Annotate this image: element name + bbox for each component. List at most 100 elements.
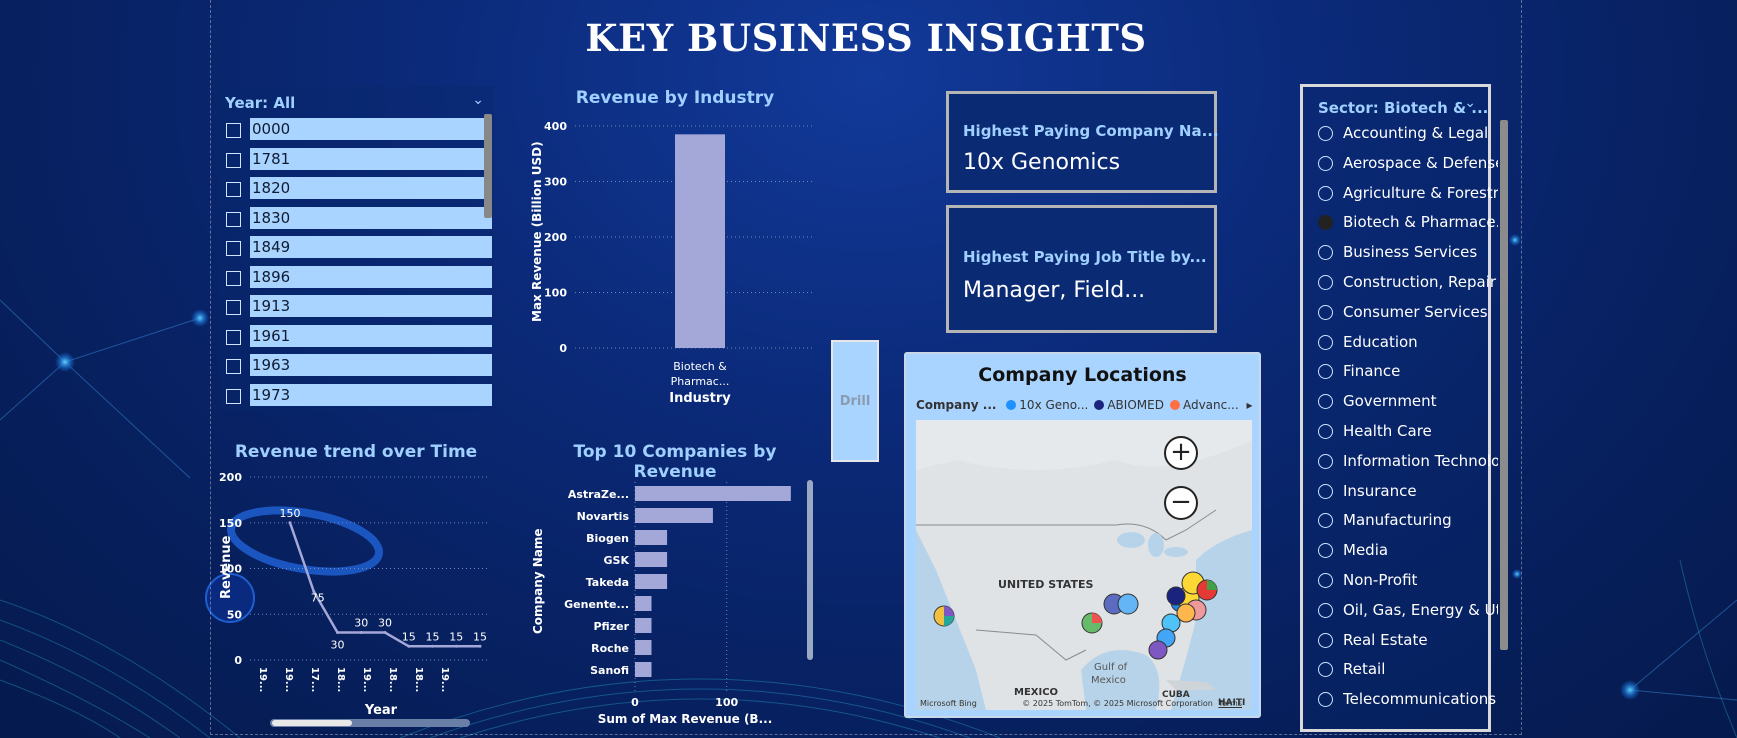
x-tick-label: 19... [361, 667, 372, 692]
trend-point[interactable] [359, 631, 363, 635]
company-bar[interactable] [635, 552, 668, 567]
y-tick-label: 400 [544, 120, 567, 133]
checkbox[interactable] [226, 152, 241, 168]
radio-button[interactable] [1318, 543, 1333, 559]
radio-button[interactable] [1318, 364, 1333, 380]
top10-title: Top 10 Companies by Revenue [573, 442, 777, 482]
radio-button[interactable] [1318, 334, 1333, 350]
map-terms-link[interactable]: Terms [1218, 699, 1242, 708]
radio-button[interactable] [1318, 632, 1333, 648]
trend-point[interactable] [288, 521, 292, 525]
sector-option-label: Aerospace & Defense [1343, 153, 1498, 172]
year-option[interactable]: 0000 [226, 118, 492, 142]
radio-button[interactable] [1318, 573, 1333, 588]
year-option[interactable]: 1963 [226, 354, 492, 378]
radio-button[interactable] [1318, 662, 1333, 678]
radio-button[interactable] [1318, 692, 1333, 708]
radio-button[interactable] [1318, 126, 1333, 141]
map-viewport[interactable]: UNITED STATES MEXICO Gulf of Mexico CUBA… [916, 420, 1252, 710]
radio-button[interactable] [1318, 155, 1333, 171]
company-bar[interactable] [635, 574, 668, 589]
x-tick-label: 18... [387, 667, 398, 692]
horizontal-scrollbar-thumb[interactable] [272, 720, 352, 726]
sector-option-label: Finance [1343, 362, 1401, 381]
industry-bar[interactable] [675, 134, 725, 348]
card-value: 10x Genomics [963, 150, 1121, 175]
checkbox[interactable] [226, 182, 241, 197]
radio-button[interactable] [1318, 602, 1333, 618]
company-bar[interactable] [635, 662, 652, 677]
bing-logo: Microsoft Bing [920, 699, 977, 708]
trend-point[interactable] [431, 644, 434, 648]
year-slicer-scrollbar[interactable] [484, 114, 492, 218]
company-bar[interactable] [635, 486, 791, 501]
highest-paying-company-card: Highest Paying Company Na... 10x Genomic… [946, 91, 1219, 193]
year-option-label: 1961 [250, 324, 492, 347]
sector-slicer-scrollbar[interactable] [1500, 120, 1508, 650]
company-label: Genente... [564, 598, 629, 611]
radio-button[interactable] [1318, 394, 1333, 410]
map-title: Company Locations [978, 364, 1187, 386]
drill-button[interactable]: Drill [831, 340, 879, 462]
checkbox[interactable] [226, 359, 241, 374]
radio-button[interactable] [1318, 453, 1333, 469]
y-tick-label: 200 [544, 231, 567, 244]
checkbox[interactable] [226, 241, 241, 256]
revenue-trend-chart: Revenue 200 150 100 50 0 150 75 30 30 30 15 15 15 15… [219, 471, 490, 727]
zoom-in-button[interactable]: + [1164, 436, 1198, 470]
year-option[interactable]: 1781 [226, 147, 492, 172]
company-bar[interactable] [635, 596, 652, 611]
company-bar[interactable] [635, 508, 713, 523]
y-axis-label: Company Name [531, 528, 545, 634]
year-option[interactable]: 1961 [226, 324, 492, 349]
y-tick-label: 0 [234, 654, 242, 667]
radio-button[interactable] [1318, 275, 1333, 290]
data-label: 30 [331, 639, 345, 652]
x-tick-label: 17... [309, 667, 320, 692]
checkbox[interactable] [226, 388, 241, 404]
year-option[interactable]: 1820 [226, 177, 492, 201]
x-tick-label: 100 [715, 696, 738, 709]
year-option[interactable]: 1973 [226, 383, 492, 408]
legend-dot [1006, 400, 1017, 410]
location-bubbles[interactable] [933, 571, 1218, 660]
checkbox[interactable] [226, 123, 241, 138]
radio-button[interactable] [1318, 185, 1333, 201]
x-tick-label: 19... [257, 667, 268, 692]
sector-slicer-header[interactable]: Sector: Biotech & ... [1318, 99, 1489, 117]
vertical-scrollbar[interactable] [807, 480, 813, 660]
y-tick-label: 100 [544, 287, 567, 300]
chevron-down-icon[interactable]: ⌄ [472, 92, 484, 108]
radio-button[interactable] [1318, 483, 1333, 499]
company-bar[interactable] [635, 618, 652, 633]
revenue-by-industry-title: Revenue by Industry [575, 88, 775, 108]
radio-button[interactable] [1318, 513, 1333, 529]
checkbox[interactable] [226, 329, 241, 345]
company-bar[interactable] [635, 640, 652, 655]
trend-point[interactable] [478, 644, 482, 648]
sector-option-label: Health Care [1343, 422, 1432, 440]
legend-label: Company ... [916, 398, 997, 412]
radio-button[interactable] [1318, 245, 1333, 261]
trend-point[interactable] [383, 631, 387, 635]
trend-point[interactable] [336, 631, 339, 635]
year-option[interactable]: 1849 [226, 236, 492, 260]
checkbox[interactable] [226, 270, 241, 286]
checkbox[interactable] [226, 211, 241, 227]
company-label: Novartis [577, 510, 630, 523]
year-option[interactable]: 1830 [226, 206, 492, 231]
checkbox[interactable] [226, 300, 241, 315]
trend-point[interactable] [312, 589, 316, 593]
year-option[interactable]: 1913 [226, 295, 492, 319]
radio-button[interactable] [1318, 304, 1333, 320]
trend-point[interactable] [454, 644, 458, 648]
radio-button[interactable] [1318, 215, 1333, 231]
chevron-down-icon[interactable]: ⌄ [1464, 95, 1476, 111]
radio-button[interactable] [1318, 424, 1333, 439]
legend-next-arrow-icon[interactable]: ▸ [1246, 398, 1253, 412]
year-slicer-header[interactable]: Year: All [225, 94, 296, 112]
zoom-out-button[interactable]: − [1164, 486, 1198, 520]
company-bar[interactable] [635, 530, 668, 545]
trend-point[interactable] [407, 644, 411, 648]
year-option[interactable]: 1896 [226, 265, 492, 290]
